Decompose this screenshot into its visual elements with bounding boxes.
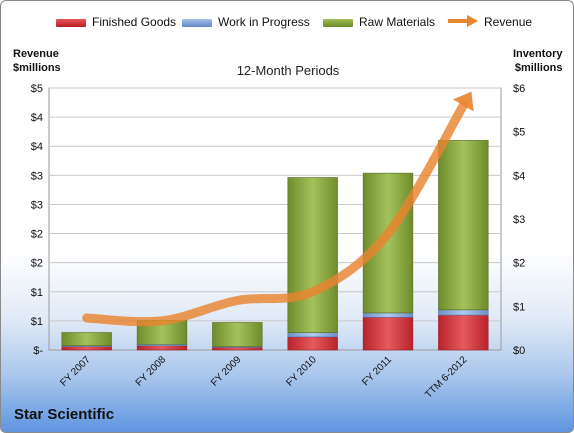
left-tick-label: $5: [31, 83, 43, 95]
right-tick-label: $3: [513, 214, 525, 226]
bar-raw-materials: [438, 140, 489, 311]
left-tick-label: $4: [31, 112, 43, 124]
work-in-progress-swatch: [182, 18, 212, 27]
right-axis-title-line2: $millions: [514, 62, 563, 74]
left-tick-label: $4: [31, 141, 43, 153]
bar-raw-materials: [212, 322, 263, 347]
right-axis-title: Inventory $millions: [513, 47, 563, 75]
left-axis-title-line1: Revenue: [13, 48, 59, 60]
bar-finished-goods: [61, 346, 112, 351]
right-tick-label: $4: [513, 170, 525, 182]
left-tick-label: $2: [31, 229, 43, 241]
chart-title: 12-Month Periods: [236, 63, 340, 78]
legend-item-finished-goods: Finished Goods: [56, 15, 176, 29]
left-axis-title: Revenue $millions: [13, 47, 61, 75]
revenue-arrowhead: [452, 91, 474, 112]
left-tick-label: $3: [31, 170, 43, 182]
category-label: FY 2007: [58, 354, 93, 389]
bar-finished-goods: [212, 347, 263, 351]
category-label: FY 2008: [134, 354, 169, 389]
bar-work-in-progress: [287, 332, 338, 338]
legend-label-work-in-progress: Work in Progress: [218, 15, 310, 29]
left-tick-label: $-: [33, 345, 43, 357]
left-tick-label: $1: [31, 287, 43, 299]
bar-finished-goods: [362, 316, 414, 351]
bar-finished-goods: [287, 336, 338, 351]
right-tick-label: $0: [513, 345, 525, 357]
bar-work-in-progress: [438, 309, 489, 316]
revenue-arrow-swatch: [448, 15, 478, 30]
legend-item-raw-materials: Raw Materials: [323, 15, 435, 29]
legend-label-raw-materials: Raw Materials: [359, 15, 436, 29]
bar-finished-goods: [438, 314, 489, 351]
category-label: FY 2011: [360, 354, 394, 388]
right-tick-label: $5: [513, 127, 525, 139]
bar-raw-materials: [362, 172, 414, 314]
legend-item-work-in-progress: Work in Progress: [182, 15, 310, 29]
legend-label-revenue: Revenue: [484, 15, 533, 29]
bar-raw-materials: [287, 177, 338, 333]
plot-area: [48, 87, 502, 351]
bar-work-in-progress: [362, 312, 414, 318]
revenue-line: [82, 100, 468, 327]
right-tick-label: $2: [513, 258, 525, 270]
right-tick-label: $6: [513, 83, 525, 95]
left-tick-label: $2: [31, 258, 43, 270]
finished-goods-swatch: [56, 18, 86, 27]
legend-label-finished-goods: Finished Goods: [92, 15, 177, 29]
category-label: FY 2009: [209, 354, 244, 389]
left-axis-title-line2: $millions: [13, 62, 61, 74]
bar-raw-materials: [61, 332, 112, 346]
company-name: Star Scientific: [14, 406, 115, 423]
raw-materials-swatch: [323, 18, 353, 27]
left-tick-label: $1: [31, 316, 43, 328]
right-tick-label: $1: [513, 301, 525, 313]
category-label: TTM 6-2012: [423, 354, 470, 401]
category-label: FY 2010: [284, 354, 319, 389]
left-tick-label: $3: [31, 199, 43, 211]
bar-finished-goods: [136, 345, 188, 351]
right-axis-title-line1: Inventory: [513, 48, 563, 60]
legend-item-revenue: Revenue: [448, 15, 532, 30]
